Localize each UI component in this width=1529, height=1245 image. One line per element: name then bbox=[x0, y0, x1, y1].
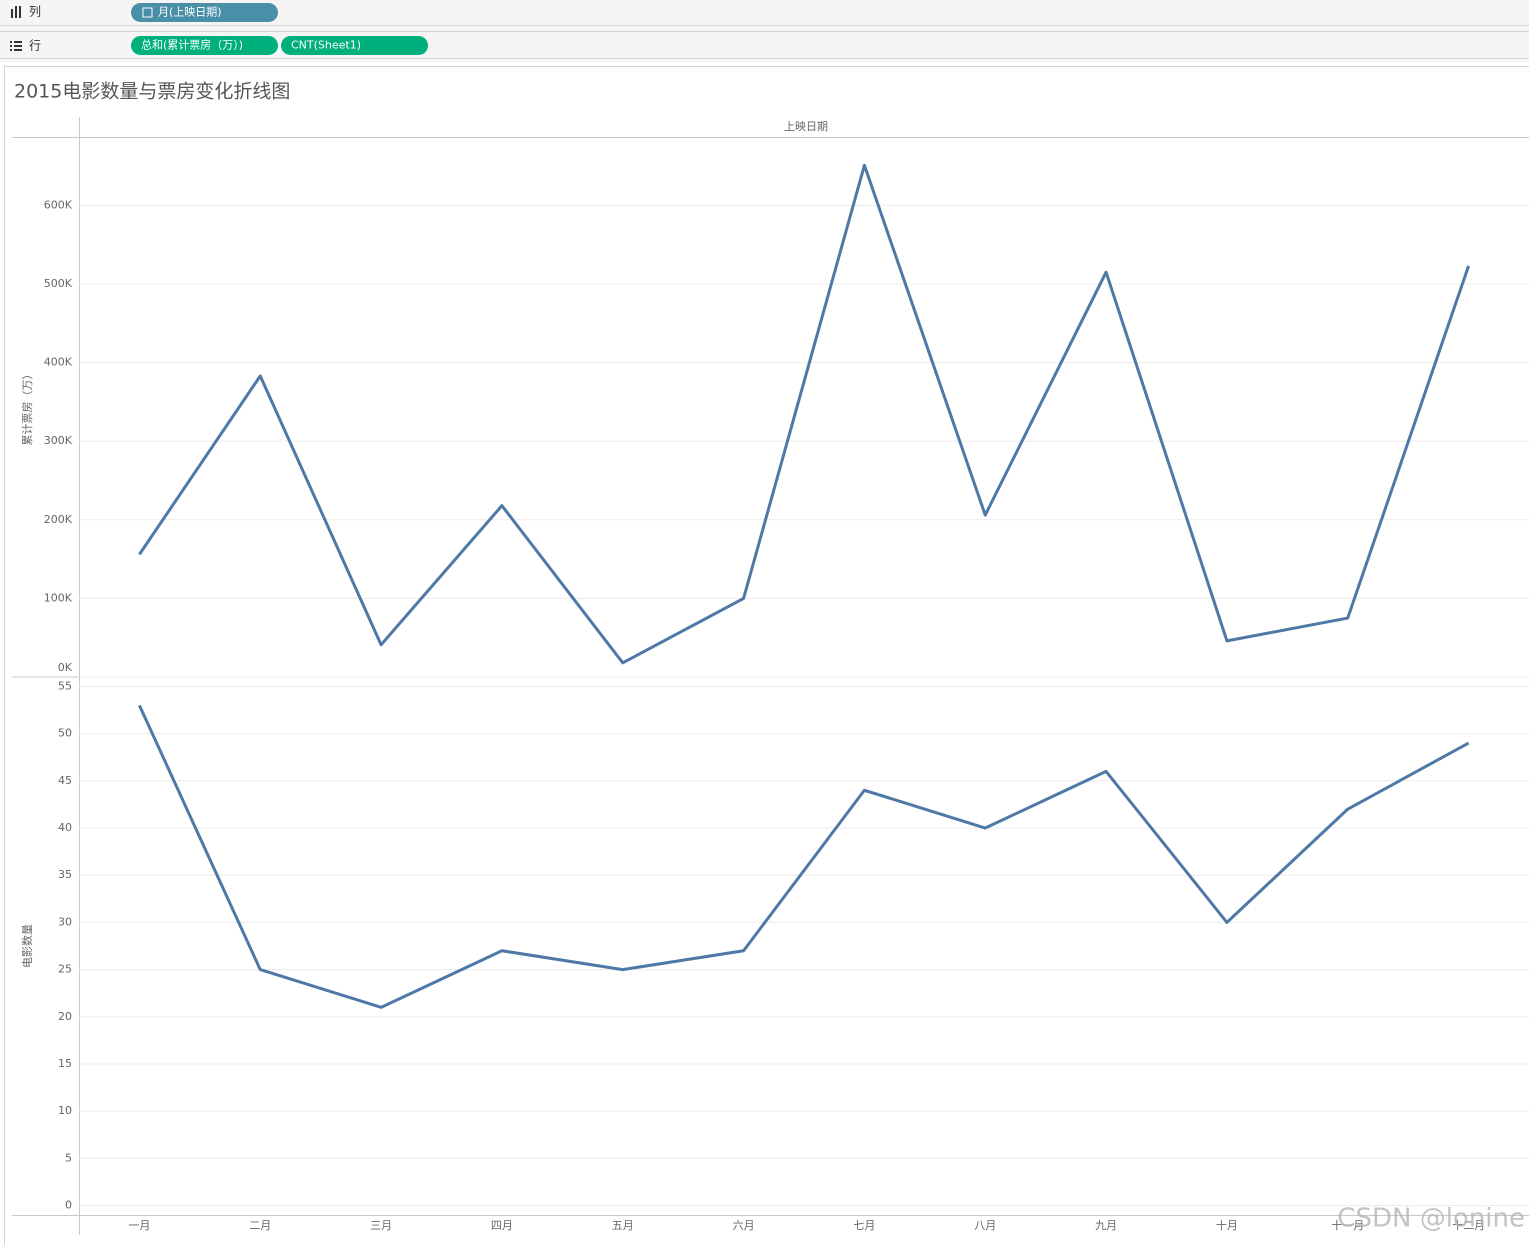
y-tick-label: 55 bbox=[58, 679, 72, 692]
chart-title: 2015电影数量与票房变化折线图 bbox=[14, 81, 290, 103]
x-tick-label: 十二月 bbox=[1452, 1218, 1485, 1232]
y-tick-label: 45 bbox=[58, 774, 72, 787]
y-tick-label: 15 bbox=[58, 1057, 72, 1070]
view-frame bbox=[4, 66, 1529, 1245]
y-tick-label: 300K bbox=[44, 434, 73, 447]
columns-icon bbox=[11, 6, 21, 18]
y-tick-label: 500K bbox=[44, 277, 73, 290]
shelf-label: 行 bbox=[29, 39, 41, 53]
line bbox=[138, 704, 1470, 1009]
pill[interactable] bbox=[281, 36, 428, 55]
pill-label[interactable]: CNT(Sheet1) bbox=[291, 39, 361, 52]
pill-label[interactable]: 总和(累计票房（万）) bbox=[141, 38, 243, 52]
x-tick-label: 一月 bbox=[128, 1219, 150, 1232]
x-tick-label: 十月 bbox=[1216, 1218, 1238, 1232]
x-tick-label: 十一月 bbox=[1331, 1218, 1364, 1232]
column-header: 上映日期 bbox=[784, 120, 828, 133]
x-tick-label: 五月 bbox=[612, 1219, 634, 1232]
rows-icon bbox=[10, 41, 22, 51]
pill[interactable] bbox=[131, 36, 278, 55]
x-tick-label: 七月 bbox=[853, 1219, 875, 1232]
x-tick-label: 八月 bbox=[974, 1219, 996, 1232]
y-tick-label: 400K bbox=[44, 356, 73, 369]
y-tick-label: 20 bbox=[58, 1010, 72, 1023]
x-tick-label: 四月 bbox=[491, 1219, 513, 1232]
y-axis-title: 累计票房（万） bbox=[21, 369, 34, 446]
y-tick-label: 40 bbox=[58, 821, 72, 834]
pill-icon bbox=[142, 7, 153, 18]
y-axis-title: 电影数量 bbox=[21, 924, 34, 968]
y-tick-label: 0 bbox=[65, 1199, 72, 1212]
y-tick-label: 50 bbox=[58, 727, 72, 740]
pill[interactable] bbox=[131, 3, 278, 22]
y-tick-label: 0K bbox=[58, 661, 73, 674]
x-tick-label: 三月 bbox=[370, 1219, 392, 1232]
y-tick-label: 35 bbox=[58, 868, 72, 881]
x-tick-label: 二月 bbox=[249, 1219, 271, 1232]
line bbox=[138, 163, 1470, 665]
shelf-label: 列 bbox=[29, 5, 41, 19]
plot: 0K 100K 200K 300K 400K 500K 600K 累计票房（万） 0 5 10 15 2… bbox=[21, 163, 1529, 1232]
x-tick-label: 六月 bbox=[733, 1219, 755, 1232]
y-tick-label: 100K bbox=[44, 591, 73, 604]
y-tick-label: 10 bbox=[58, 1104, 72, 1117]
x-tick-label: 九月 bbox=[1095, 1219, 1117, 1232]
watermark: CSDN @lonine bbox=[1337, 1204, 1525, 1234]
y-tick-label: 600K bbox=[44, 198, 73, 211]
y-tick-label: 5 bbox=[65, 1151, 72, 1164]
y-tick-label: 30 bbox=[58, 915, 72, 928]
y-tick-label: 200K bbox=[44, 513, 73, 526]
y-tick-label: 25 bbox=[58, 963, 72, 976]
pill-label[interactable]: 月(上映日期) bbox=[158, 6, 222, 19]
